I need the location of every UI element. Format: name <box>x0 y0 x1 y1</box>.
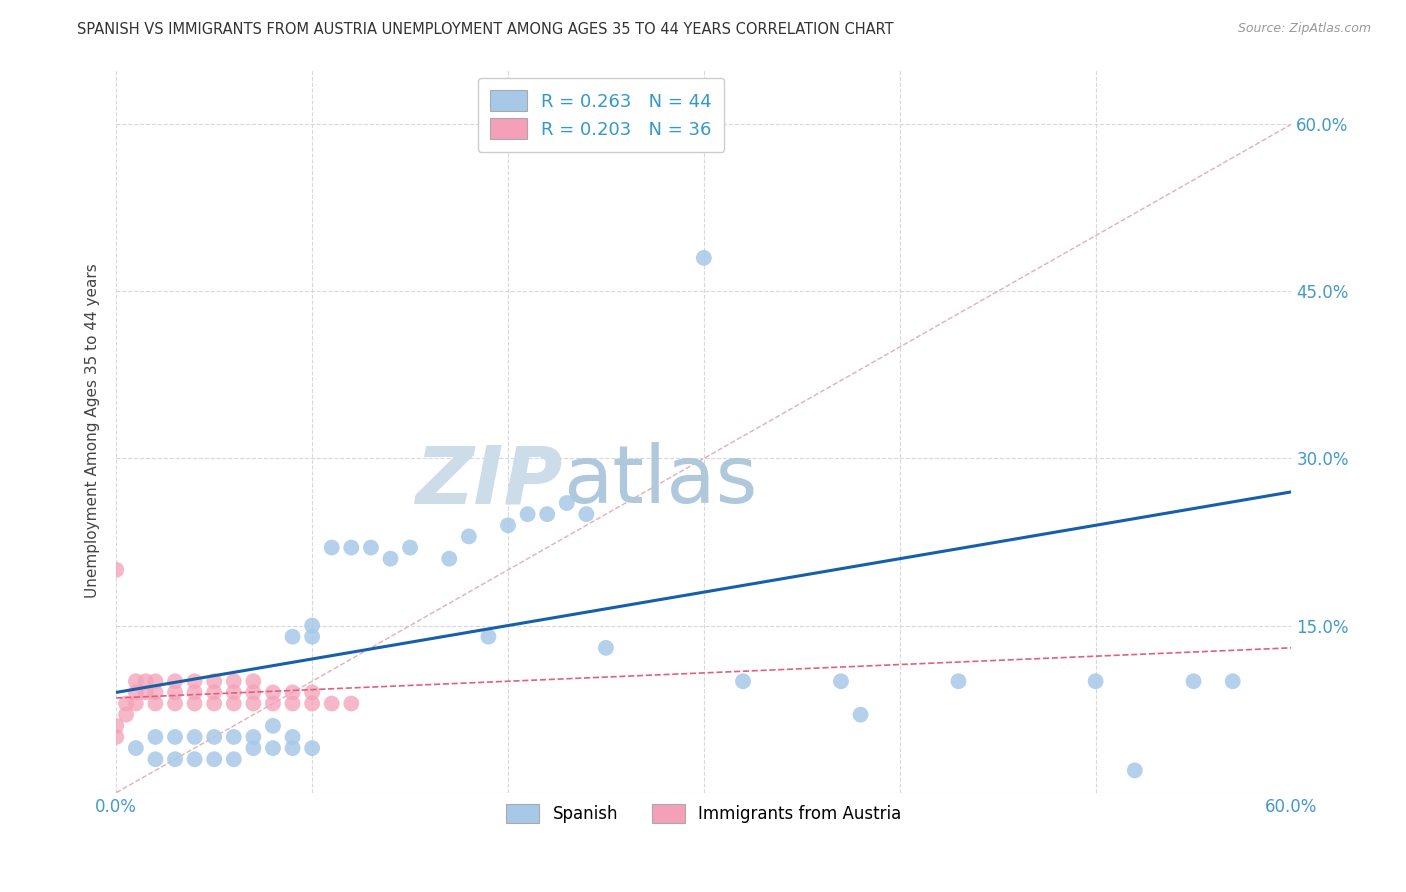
Point <box>202 752 225 766</box>
Text: SPANISH VS IMMIGRANTS FROM AUSTRIA UNEMPLOYMENT AMONG AGES 35 TO 44 YEARS CORREL: SPANISH VS IMMIGRANTS FROM AUSTRIA UNEMP… <box>77 22 894 37</box>
Point <box>135 674 157 689</box>
Point <box>115 707 138 722</box>
Point <box>222 685 245 699</box>
Point <box>1222 674 1244 689</box>
Point <box>262 741 284 756</box>
Point <box>145 752 167 766</box>
Point <box>301 741 323 756</box>
Point <box>281 630 304 644</box>
Point <box>222 674 245 689</box>
Point <box>301 697 323 711</box>
Legend: Spanish, Immigrants from Austria: Spanish, Immigrants from Austria <box>495 792 914 835</box>
Point <box>262 719 284 733</box>
Point <box>301 618 323 632</box>
Point <box>242 741 264 756</box>
Point <box>380 551 402 566</box>
Point <box>163 697 186 711</box>
Point <box>183 697 205 711</box>
Point <box>202 697 225 711</box>
Point <box>183 752 205 766</box>
Point <box>145 685 167 699</box>
Point <box>202 730 225 744</box>
Point <box>731 674 754 689</box>
Point <box>536 507 558 521</box>
Point <box>281 685 304 699</box>
Point <box>163 685 186 699</box>
Point <box>516 507 538 521</box>
Point <box>145 730 167 744</box>
Point <box>399 541 422 555</box>
Point <box>360 541 382 555</box>
Point <box>340 541 363 555</box>
Point <box>183 674 205 689</box>
Point <box>163 674 186 689</box>
Point <box>281 730 304 744</box>
Point <box>125 685 148 699</box>
Point <box>145 674 167 689</box>
Point <box>242 697 264 711</box>
Point <box>301 685 323 699</box>
Point <box>281 697 304 711</box>
Point <box>1084 674 1107 689</box>
Point <box>222 752 245 766</box>
Point <box>693 251 716 265</box>
Point <box>105 719 128 733</box>
Point <box>242 674 264 689</box>
Point <box>948 674 970 689</box>
Point <box>202 685 225 699</box>
Point <box>222 697 245 711</box>
Point <box>105 730 128 744</box>
Point <box>301 630 323 644</box>
Point <box>321 697 343 711</box>
Point <box>496 518 519 533</box>
Point <box>105 563 128 577</box>
Point <box>163 752 186 766</box>
Text: atlas: atlas <box>562 442 758 520</box>
Point <box>477 630 499 644</box>
Point <box>321 541 343 555</box>
Point <box>1182 674 1205 689</box>
Point <box>125 741 148 756</box>
Point <box>222 730 245 744</box>
Point <box>262 685 284 699</box>
Text: ZIP: ZIP <box>415 442 562 520</box>
Point <box>115 697 138 711</box>
Y-axis label: Unemployment Among Ages 35 to 44 years: Unemployment Among Ages 35 to 44 years <box>86 263 100 598</box>
Point <box>439 551 461 566</box>
Point <box>555 496 578 510</box>
Point <box>125 697 148 711</box>
Point <box>135 685 157 699</box>
Point <box>163 730 186 744</box>
Point <box>830 674 852 689</box>
Point <box>575 507 598 521</box>
Point <box>340 697 363 711</box>
Point <box>242 685 264 699</box>
Point <box>849 707 872 722</box>
Point <box>262 697 284 711</box>
Point <box>183 685 205 699</box>
Text: Source: ZipAtlas.com: Source: ZipAtlas.com <box>1237 22 1371 36</box>
Point <box>457 529 479 543</box>
Point <box>202 674 225 689</box>
Point <box>242 730 264 744</box>
Point <box>281 741 304 756</box>
Point <box>595 640 617 655</box>
Point <box>145 697 167 711</box>
Point <box>125 674 148 689</box>
Point <box>1123 764 1146 778</box>
Point <box>183 730 205 744</box>
